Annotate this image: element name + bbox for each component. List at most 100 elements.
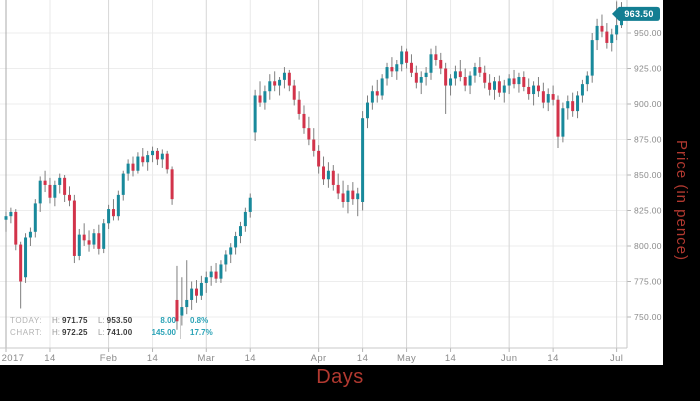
candle[interactable] [234,236,238,248]
candle[interactable] [224,254,228,265]
candle[interactable] [468,75,472,86]
candle[interactable] [53,184,57,198]
candle[interactable] [82,234,86,241]
candle[interactable] [576,95,580,112]
candle[interactable] [155,150,159,160]
candle[interactable] [434,54,438,60]
candle[interactable] [365,102,369,119]
candle[interactable] [263,91,267,103]
candlestick-chart[interactable]: 950.00 925.00 900.00 875.00 850.00 825.00 800.… [0,0,663,365]
candle[interactable] [527,86,531,95]
price-chart-area[interactable]: 950.00 925.00 900.00 875.00 850.00 825.00 800.… [0,0,663,365]
candle[interactable] [317,150,321,167]
candle[interactable] [390,67,394,72]
candle[interactable] [204,277,208,283]
candle[interactable] [380,78,384,96]
candle[interactable] [258,95,262,103]
candle[interactable] [488,82,492,90]
candle[interactable] [58,177,62,185]
candle[interactable] [536,85,540,92]
candle[interactable] [351,190,355,200]
candle[interactable] [9,211,13,217]
candle[interactable] [287,72,291,86]
candle[interactable] [395,64,399,72]
candle[interactable] [375,91,379,96]
candle[interactable] [48,184,52,198]
candle[interactable] [370,91,374,103]
candle[interactable] [590,40,594,76]
candle[interactable] [424,72,428,78]
candle[interactable] [238,226,242,237]
candle[interactable] [473,67,477,76]
candle[interactable] [331,170,335,185]
candle[interactable] [136,156,140,171]
candle[interactable] [282,72,286,80]
candle[interactable] [38,180,42,204]
candle[interactable] [546,94,550,103]
candle[interactable] [209,271,213,278]
candle[interactable] [566,101,570,109]
candle[interactable] [610,34,614,43]
candle[interactable] [580,84,584,96]
candle[interactable] [346,190,350,202]
candle[interactable] [72,200,76,256]
candle[interactable] [87,240,91,245]
candle[interactable] [151,150,155,156]
candle[interactable] [405,51,409,63]
candle[interactable] [439,59,443,69]
candle[interactable] [517,77,521,85]
candle[interactable] [361,118,365,202]
candle[interactable] [214,271,218,279]
candle[interactable] [116,194,120,217]
candle[interactable] [146,155,150,163]
candle[interactable] [190,288,194,300]
candle[interactable] [605,31,609,43]
candle[interactable] [595,25,599,41]
candle[interactable] [92,233,96,245]
candle[interactable] [600,25,604,32]
candle[interactable] [229,247,233,255]
candle[interactable] [28,231,32,238]
candle[interactable] [507,78,511,86]
candle[interactable] [165,153,169,170]
candle[interactable] [292,85,296,100]
candle[interactable] [341,193,345,202]
candle[interactable] [273,81,277,86]
candle[interactable] [24,237,28,278]
candle[interactable] [541,91,545,103]
candle[interactable] [243,211,247,227]
candle[interactable] [297,99,301,114]
candle[interactable] [429,54,433,73]
candle[interactable] [414,72,418,83]
candle[interactable] [532,85,536,95]
candle[interactable] [180,307,184,316]
candle[interactable] [195,288,199,296]
candle[interactable] [483,72,487,83]
candle[interactable] [219,264,223,279]
candle[interactable] [199,282,203,296]
candle[interactable] [571,101,575,112]
candle[interactable] [4,216,8,220]
candle[interactable] [458,71,462,78]
candle[interactable] [307,128,311,140]
candle[interactable] [449,78,453,86]
candle[interactable] [253,95,257,133]
candle[interactable] [419,77,423,83]
candle[interactable] [33,203,37,232]
candle[interactable] [248,197,252,212]
candle[interactable] [175,299,179,322]
candle[interactable] [68,194,72,201]
candle[interactable] [556,99,560,137]
candle[interactable] [512,78,516,85]
candle[interactable] [615,25,619,35]
candle[interactable] [400,51,404,65]
candle[interactable] [463,77,467,86]
candle[interactable] [111,209,115,217]
candle[interactable] [312,139,316,151]
candle[interactable] [185,299,189,308]
candle[interactable] [385,67,389,79]
candle[interactable] [107,209,111,224]
candle[interactable] [126,163,130,174]
candle[interactable] [551,94,555,100]
candle[interactable] [77,234,81,256]
